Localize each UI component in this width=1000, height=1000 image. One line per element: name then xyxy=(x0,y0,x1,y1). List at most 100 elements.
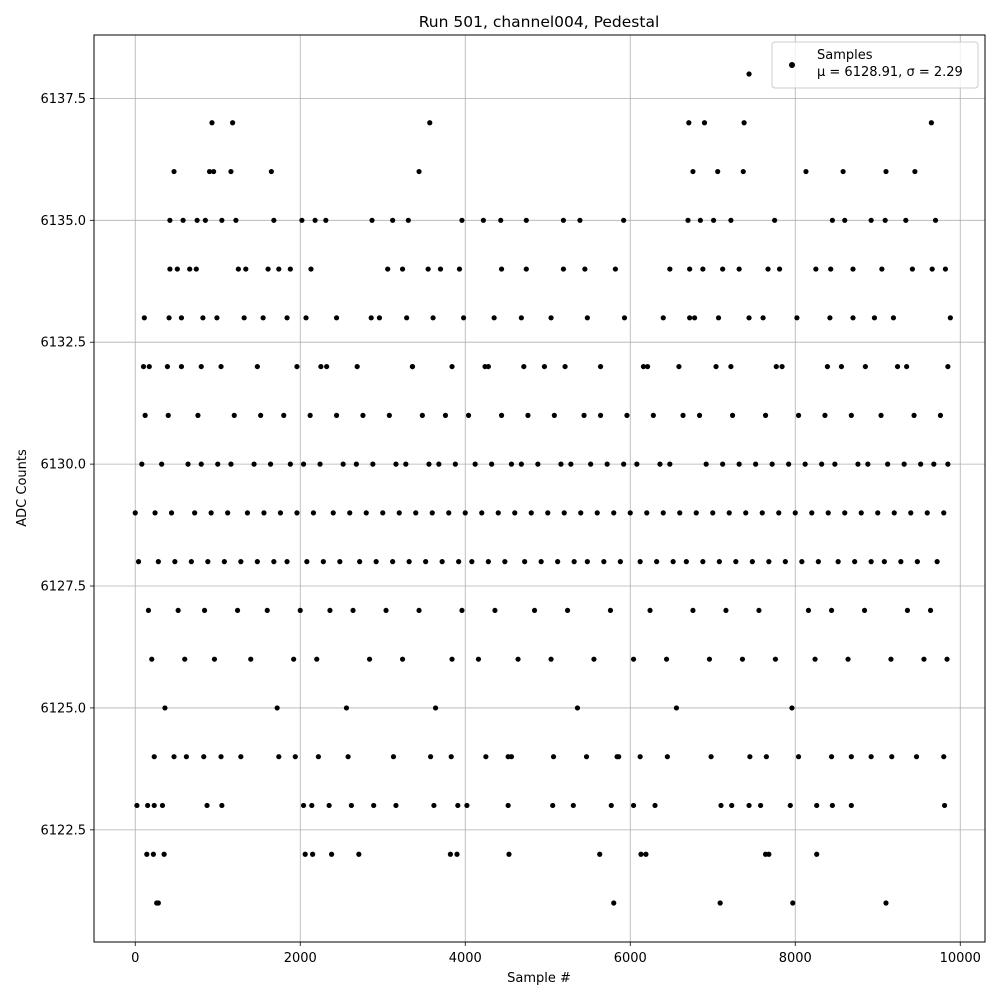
data-point xyxy=(168,510,175,516)
data-point xyxy=(525,412,531,418)
data-point xyxy=(228,168,234,175)
data-point xyxy=(515,656,521,662)
data-point xyxy=(456,559,462,565)
data-point xyxy=(868,754,874,760)
data-point xyxy=(918,461,924,467)
data-point xyxy=(790,900,796,906)
data-point xyxy=(571,559,577,565)
data-point xyxy=(564,607,571,614)
data-point xyxy=(858,510,864,516)
data-point xyxy=(419,412,425,418)
data-point xyxy=(172,559,178,565)
data-point xyxy=(794,315,800,321)
data-point xyxy=(773,363,779,370)
data-point xyxy=(356,851,362,857)
data-point xyxy=(728,217,734,223)
data-point xyxy=(373,559,379,565)
data-point xyxy=(360,412,366,418)
data-point xyxy=(221,559,227,565)
data-point xyxy=(924,510,930,516)
data-point xyxy=(746,802,752,809)
data-point xyxy=(667,461,673,467)
data-point xyxy=(739,656,746,662)
data-point xyxy=(787,802,793,809)
data-point xyxy=(333,315,340,321)
data-point xyxy=(429,510,435,516)
legend-box xyxy=(771,41,979,89)
data-point xyxy=(416,168,422,175)
x-tick-label: 0 xyxy=(131,951,139,966)
y-axis-label: ADC Counts xyxy=(15,449,30,527)
data-point xyxy=(608,802,614,809)
data-point xyxy=(369,217,375,223)
data-point xyxy=(765,266,771,272)
data-point xyxy=(225,510,231,516)
data-point xyxy=(405,217,411,223)
data-point xyxy=(502,559,508,565)
data-point xyxy=(462,510,468,516)
data-point xyxy=(868,559,874,565)
data-point xyxy=(406,559,412,565)
data-point xyxy=(469,559,475,565)
data-point xyxy=(840,168,846,175)
data-point xyxy=(715,315,722,321)
data-point xyxy=(151,754,157,760)
data-point xyxy=(640,363,647,370)
data-point xyxy=(621,315,628,321)
data-point xyxy=(875,510,881,516)
data-point xyxy=(762,412,769,418)
data-point xyxy=(271,559,277,565)
data-point xyxy=(607,607,614,614)
data-point xyxy=(715,168,721,175)
data-point xyxy=(159,461,165,467)
data-point xyxy=(852,559,858,565)
data-point xyxy=(149,656,155,662)
data-point xyxy=(616,754,622,760)
data-point xyxy=(772,217,778,223)
data-point xyxy=(300,461,307,467)
data-point xyxy=(354,363,360,370)
data-point xyxy=(621,217,627,223)
data-point xyxy=(498,217,504,223)
data-point xyxy=(690,607,696,614)
data-point xyxy=(491,315,497,321)
data-point xyxy=(132,510,138,516)
data-point xyxy=(861,607,868,614)
data-point xyxy=(720,461,726,467)
data-point xyxy=(561,510,567,516)
data-point xyxy=(611,510,617,516)
data-point xyxy=(244,510,251,516)
data-point xyxy=(541,363,548,370)
y-tick-label: 6130.0 xyxy=(41,458,87,473)
data-point xyxy=(929,266,935,272)
data-point xyxy=(192,510,198,516)
data-point xyxy=(162,705,168,711)
data-point xyxy=(822,412,828,418)
data-point xyxy=(188,559,194,565)
data-point xyxy=(393,461,399,467)
data-point xyxy=(277,510,284,516)
data-point xyxy=(218,754,224,760)
data-point xyxy=(903,217,909,223)
data-point xyxy=(276,754,282,760)
data-point xyxy=(868,217,874,223)
data-point xyxy=(427,120,433,126)
data-point xyxy=(932,217,939,223)
data-point xyxy=(304,559,310,565)
data-point xyxy=(512,510,518,516)
data-point xyxy=(550,754,557,760)
data-point xyxy=(228,461,234,467)
data-point xyxy=(385,266,391,272)
data-point xyxy=(803,168,809,175)
data-point xyxy=(318,363,324,370)
data-point xyxy=(393,802,399,809)
data-point xyxy=(446,510,452,516)
data-point xyxy=(700,559,706,565)
data-point xyxy=(211,656,218,662)
data-point xyxy=(776,510,782,516)
data-point xyxy=(185,461,191,467)
data-point xyxy=(340,461,346,467)
data-point xyxy=(560,266,567,272)
data-point xyxy=(268,168,274,175)
